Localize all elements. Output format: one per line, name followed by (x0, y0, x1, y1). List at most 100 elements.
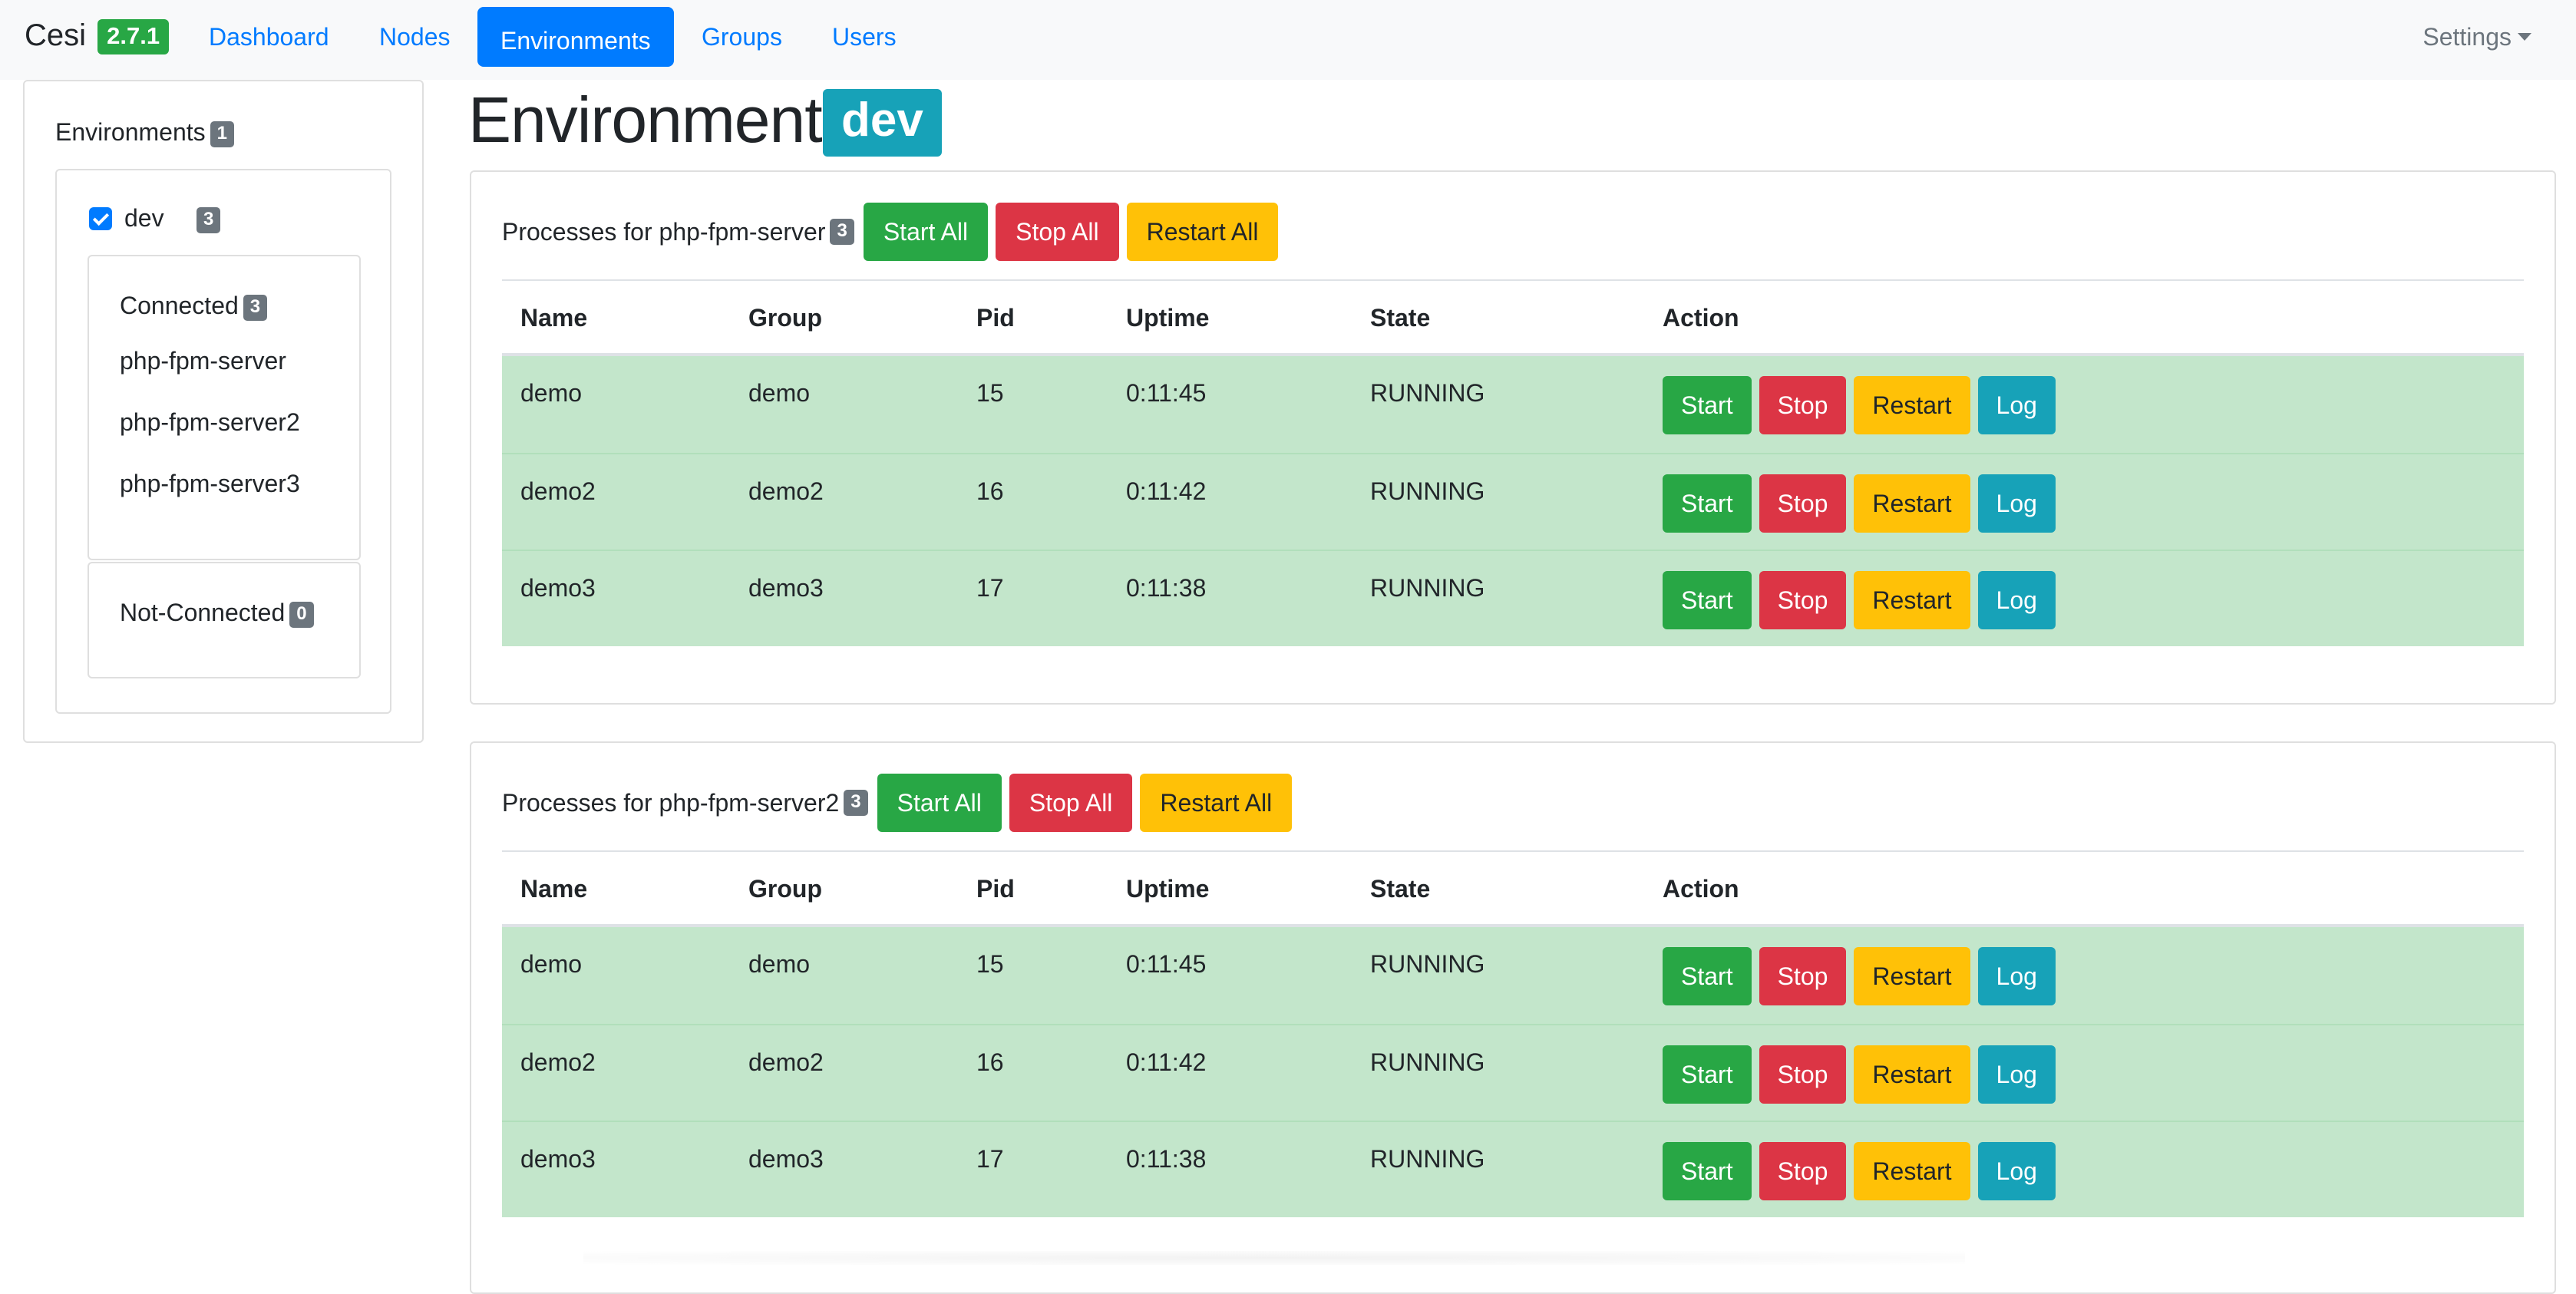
cell-uptime: 0:11:42 (1126, 1048, 1207, 1076)
stop-button[interactable]: Stop (1759, 376, 1847, 434)
table-body: demo demo 15 0:11:45 RUNNING Start Stop … (502, 356, 2524, 646)
environment-count-badge: 3 (197, 207, 221, 234)
cell-pid: 15 (976, 379, 1004, 407)
page-title: Environment: (468, 84, 840, 156)
environment-checkbox[interactable] (89, 207, 112, 230)
sidebar-title: Environments 1 (55, 118, 234, 148)
nav-nodes[interactable]: Nodes (379, 23, 451, 51)
stop-all-button[interactable]: Stop All (996, 203, 1119, 261)
row-actions: Start Stop Restart Log (1663, 1045, 2056, 1104)
column-uptime: Uptime (1126, 304, 1210, 332)
row-actions: Start Stop Restart Log (1663, 1142, 2056, 1200)
sidebar-title-label: Environments (55, 118, 206, 146)
cell-name: demo3 (520, 574, 596, 602)
settings-label: Settings (2422, 23, 2512, 51)
nav-users[interactable]: Users (832, 23, 897, 51)
cell-state: RUNNING (1370, 1048, 1485, 1076)
nav-groups[interactable]: Groups (702, 23, 782, 51)
log-button[interactable]: Log (1977, 376, 2056, 434)
start-button[interactable]: Start (1663, 474, 1752, 533)
cell-group: demo (748, 950, 811, 978)
node-link-php-fpm-server2[interactable]: php-fpm-server2 (120, 408, 300, 436)
connected-title: Connected 3 (120, 292, 268, 322)
settings-dropdown[interactable]: Settings (2422, 0, 2531, 74)
version-badge: 2.7.1 (97, 19, 170, 54)
node-link-php-fpm-server3[interactable]: php-fpm-server3 (120, 470, 300, 497)
environment-name[interactable]: dev (124, 204, 164, 232)
restart-button[interactable]: Restart (1854, 1142, 1970, 1200)
process-table: Name Group Pid Uptime State Action demo … (502, 850, 2524, 1217)
connected-label: Connected (120, 292, 239, 319)
process-panel: Processes for php-fpm-server2 3 Start Al… (470, 741, 2556, 1294)
not-connected-label: Not-Connected (120, 599, 286, 626)
start-button[interactable]: Start (1663, 376, 1752, 434)
restart-all-button[interactable]: Restart All (1126, 203, 1279, 261)
cell-state: RUNNING (1370, 477, 1485, 505)
column-group: Group (748, 875, 822, 903)
brand[interactable]: Cesi 2.7.1 (25, 18, 170, 54)
start-button[interactable]: Start (1663, 947, 1752, 1005)
restart-button[interactable]: Restart (1854, 571, 1970, 629)
table-row: demo3 demo3 17 0:11:38 RUNNING Start Sto… (502, 1121, 2524, 1217)
brand-name[interactable]: Cesi (25, 18, 87, 52)
stop-button[interactable]: Stop (1759, 1142, 1847, 1200)
not-connected-group: Not-Connected 0 (88, 562, 361, 678)
process-panel: Processes for php-fpm-server 3 Start All… (470, 170, 2556, 705)
table-header: Name Group Pid Uptime State Action (502, 281, 2524, 356)
column-state: State (1370, 304, 1431, 332)
table-row: demo demo 15 0:11:45 RUNNING Start Stop … (502, 927, 2524, 1024)
cell-name: demo (520, 950, 583, 978)
stop-button[interactable]: Stop (1759, 1045, 1847, 1104)
log-button[interactable]: Log (1977, 474, 2056, 533)
cell-group: demo3 (748, 1145, 824, 1173)
cell-pid: 16 (976, 1048, 1004, 1076)
start-button[interactable]: Start (1663, 1045, 1752, 1104)
nav-environments[interactable]: Environments (477, 7, 674, 67)
restart-all-button[interactable]: Restart All (1140, 774, 1293, 832)
log-button[interactable]: Log (1977, 1142, 2056, 1200)
stop-button[interactable]: Stop (1759, 947, 1847, 1005)
restart-button[interactable]: Restart (1854, 1045, 1970, 1104)
connected-group: Connected 3 php-fpm-server php-fpm-server… (88, 255, 361, 560)
column-action: Action (1663, 875, 1739, 903)
table-header: Name Group Pid Uptime State Action (502, 852, 2524, 927)
not-connected-count-badge: 0 (289, 602, 314, 629)
chevron-down-icon (2518, 33, 2531, 41)
node-link-php-fpm-server[interactable]: php-fpm-server (120, 347, 286, 375)
cell-group: demo3 (748, 574, 824, 602)
column-state: State (1370, 875, 1431, 903)
nav-dashboard[interactable]: Dashboard (209, 23, 329, 51)
stop-all-button[interactable]: Stop All (1009, 774, 1133, 832)
start-button[interactable]: Start (1663, 571, 1752, 629)
restart-button[interactable]: Restart (1854, 947, 1970, 1005)
cell-group: demo2 (748, 1048, 824, 1076)
cell-pid: 16 (976, 477, 1004, 505)
start-all-button[interactable]: Start All (877, 774, 1002, 832)
not-connected-title: Not-Connected 0 (120, 599, 314, 629)
cell-uptime: 0:11:45 (1126, 379, 1207, 407)
stop-button[interactable]: Stop (1759, 571, 1847, 629)
process-table: Name Group Pid Uptime State Action demo … (502, 279, 2524, 646)
environments-count-badge: 1 (210, 121, 234, 148)
restart-button[interactable]: Restart (1854, 376, 1970, 434)
cell-name: demo2 (520, 477, 596, 505)
cell-pid: 17 (976, 1145, 1004, 1173)
log-button[interactable]: Log (1977, 571, 2056, 629)
cell-state: RUNNING (1370, 379, 1485, 407)
environment-card: dev 3 Connected 3 php-fpm-server php-fpm-… (55, 169, 391, 714)
cell-state: RUNNING (1370, 950, 1485, 978)
cell-state: RUNNING (1370, 1145, 1485, 1173)
process-count-badge: 3 (844, 789, 868, 817)
panel-header: Processes for php-fpm-server 3 Start All… (502, 203, 1279, 261)
stop-button[interactable]: Stop (1759, 474, 1847, 533)
log-button[interactable]: Log (1977, 947, 2056, 1005)
column-uptime: Uptime (1126, 875, 1210, 903)
process-count-badge: 3 (830, 218, 854, 246)
connected-count-badge: 3 (243, 295, 268, 322)
table-row: demo demo 15 0:11:45 RUNNING Start Stop … (502, 356, 2524, 453)
log-button[interactable]: Log (1977, 1045, 2056, 1104)
start-button[interactable]: Start (1663, 1142, 1752, 1200)
start-all-button[interactable]: Start All (863, 203, 989, 261)
table-body: demo demo 15 0:11:45 RUNNING Start Stop … (502, 927, 2524, 1217)
restart-button[interactable]: Restart (1854, 474, 1970, 533)
